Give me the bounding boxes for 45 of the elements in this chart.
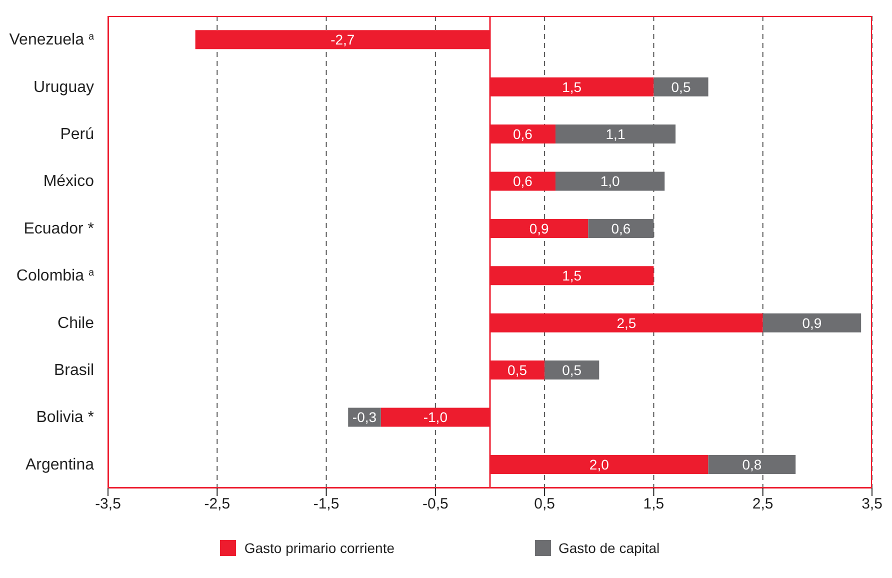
x-tick-label: 2,5 [752,496,774,513]
y-tick-label: Chile [58,314,94,332]
data-label: 2,0 [589,456,610,472]
data-label: 0,5 [508,362,528,378]
y-tick-label: Argentina [26,456,94,474]
data-label: -0,3 [352,409,377,426]
data-label: 0,6 [513,173,533,190]
data-label: 0,9 [529,220,550,236]
data-label: 0,5 [562,362,582,378]
x-tick-label: 3,5 [862,496,882,513]
y-tick-label: Bolivia * [36,409,94,426]
x-tick-label: -1,5 [313,496,340,513]
x-tick-label: 1,5 [643,496,664,513]
y-tick-label: Colombia $^{a}$ [16,267,94,285]
x-tick-label: -3,5 [95,496,121,513]
x-tick-label: -0,5 [422,496,448,513]
bar [654,77,708,96]
legend-label: Gasto de capital [558,540,660,556]
y-tick-label: Venezuela $^{a}$ [9,31,94,49]
data-label: 0,8 [742,456,762,472]
y-tick-label: México [43,173,94,190]
y-tick-label: Uruguay [34,78,94,96]
y-tick-label: Perú [60,126,94,143]
data-label: 1,5 [562,78,582,95]
bar [555,124,676,144]
x-tick-label: 0,5 [534,496,555,513]
x-tick-label: -2,5 [204,496,230,513]
data-label: -1,0 [423,409,448,426]
bar [544,360,600,380]
legend-label: Gasto primario corriente [244,540,394,556]
data-label: 0,5 [671,78,691,95]
data-label: 1,1 [606,126,626,142]
data-label: 1,5 [562,268,582,284]
bar [708,454,796,474]
bar [588,218,654,238]
data-label: 0,6 [513,126,533,142]
bar [762,313,862,332]
data-label: 2,5 [616,314,636,331]
data-label: 1,0 [600,173,620,190]
data-label: -2,7 [330,32,355,48]
y-tick-label: Ecuador * [24,220,94,238]
bar [555,172,665,191]
data-label: 0,9 [802,314,822,331]
y-tick-label: Brasil [54,362,94,379]
data-label: 0,6 [611,220,631,236]
